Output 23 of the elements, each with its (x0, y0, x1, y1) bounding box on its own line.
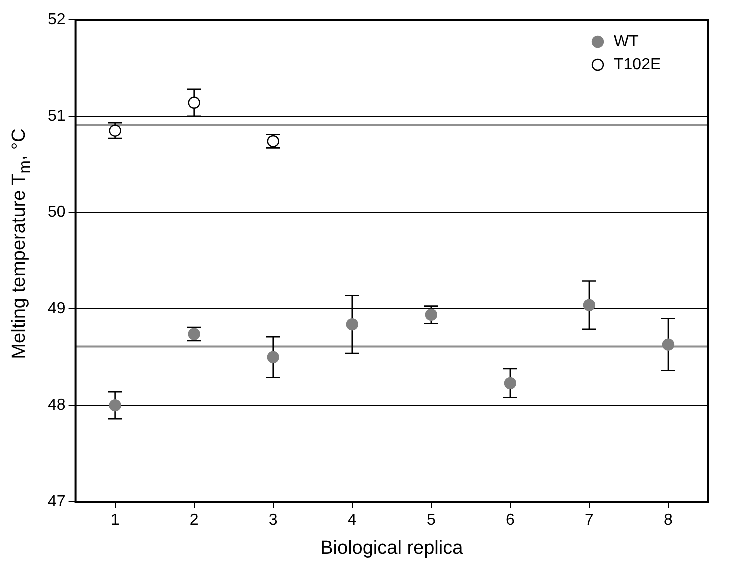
y-tick-label: 47 (48, 493, 66, 510)
legend-label: T102E (614, 56, 662, 74)
x-tick-label: 7 (585, 512, 594, 530)
x-tick-label: 8 (664, 512, 674, 530)
point (504, 377, 517, 390)
point (346, 318, 358, 331)
x-tick-label: 2 (190, 512, 199, 530)
x-tick-label: 3 (268, 512, 278, 530)
x-tick-label: 6 (506, 512, 515, 530)
point (109, 400, 122, 412)
x-tick-label: 1 (110, 512, 120, 530)
x-tick-label: 4 (348, 512, 357, 530)
y-tick-label: 52 (48, 11, 66, 28)
y-tick-label: 48 (48, 397, 66, 414)
legend-label: WT (614, 33, 640, 50)
point (583, 299, 596, 312)
x-axis-title: Biological replica (320, 538, 464, 559)
y-tick-label: 51 (48, 108, 66, 125)
x-tick-label: 5 (426, 512, 436, 530)
point (662, 338, 675, 351)
point (267, 351, 280, 364)
y-tick-label: 49 (48, 300, 66, 318)
y-tick-label: 50 (48, 204, 66, 222)
